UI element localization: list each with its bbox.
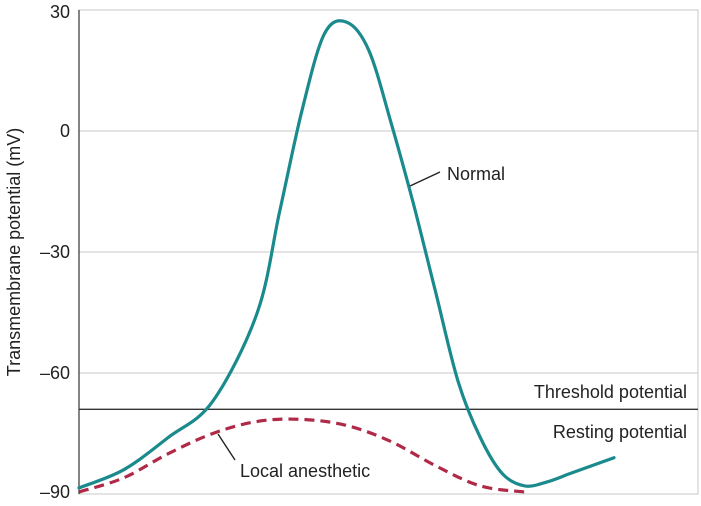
resting-potential-label: Resting potential bbox=[553, 422, 687, 442]
normal-series-label: Normal bbox=[447, 164, 505, 184]
local-anesthetic-leader-line bbox=[217, 433, 236, 461]
y-tick-labels: 30 0 –30 –60 –90 bbox=[40, 2, 70, 502]
series-local-anesthetic-line bbox=[78, 417, 526, 494]
normal-leader-line bbox=[409, 171, 441, 187]
y-axis-label: Transmembrane potential (mV) bbox=[4, 128, 24, 376]
series-normal-line bbox=[77, 19, 616, 490]
y-tick-label: –60 bbox=[40, 363, 70, 383]
y-tick-label: –90 bbox=[40, 482, 70, 502]
y-tick-label: 0 bbox=[60, 121, 70, 141]
y-tick-label: 30 bbox=[50, 2, 70, 22]
local-anesthetic-series-label: Local anesthetic bbox=[240, 461, 370, 481]
threshold-potential-label: Threshold potential bbox=[534, 382, 687, 402]
y-tick-label: –30 bbox=[40, 242, 70, 262]
